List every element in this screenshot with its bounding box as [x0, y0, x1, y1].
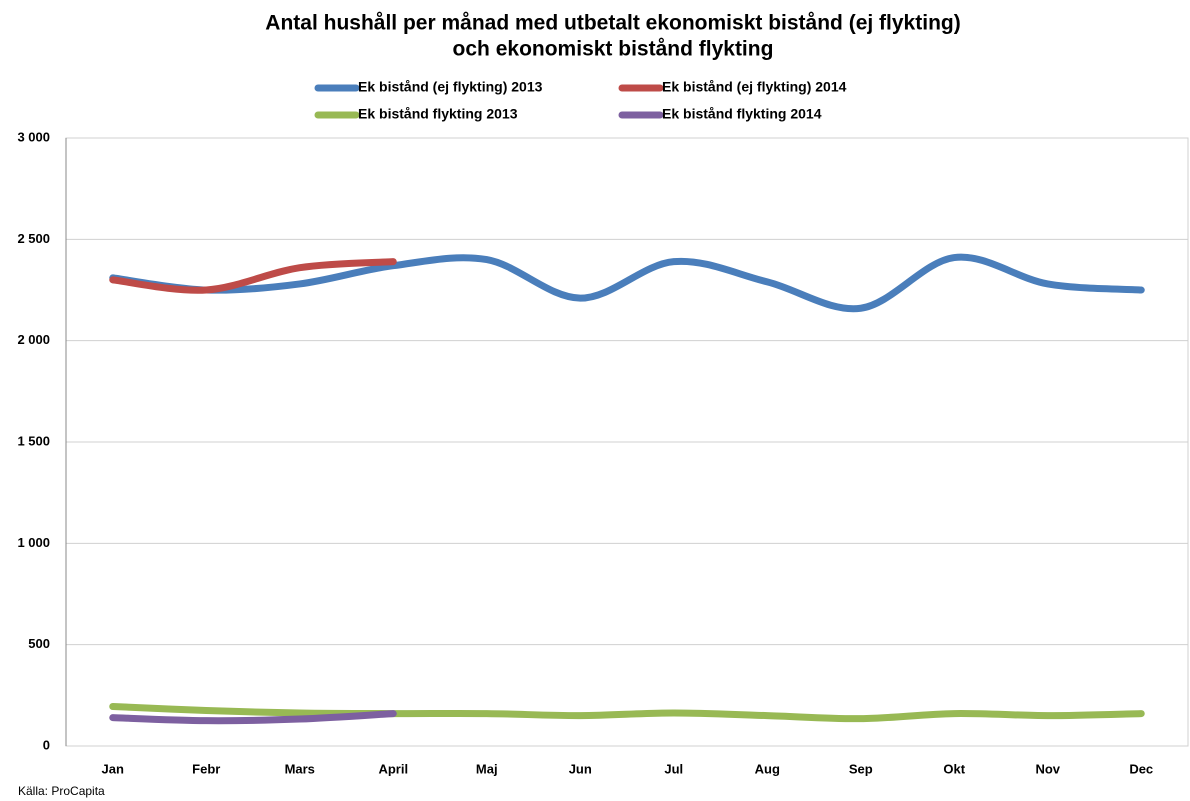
- chart-title: Antal hushåll per månad med utbetalt eko…: [265, 12, 960, 35]
- y-tick-label: 3 000: [17, 129, 50, 144]
- series-line: [109, 253, 1145, 313]
- y-tick-label: 1 500: [17, 433, 50, 448]
- y-tick-label: 2 000: [17, 332, 50, 347]
- series-line: [109, 258, 397, 294]
- legend-label: Ek bistånd flykting 2013: [358, 106, 518, 122]
- chart-subtitle: och ekonomiskt bistånd flykting: [453, 38, 774, 61]
- y-tick-label: 500: [28, 636, 50, 651]
- y-tick-label: 0: [43, 737, 50, 752]
- y-tick-label: 1 000: [17, 535, 50, 550]
- x-tick-label: Maj: [476, 761, 498, 776]
- source: Källa: ProCapita: [18, 784, 105, 798]
- x-tick-label: Sep: [849, 761, 873, 776]
- legend-label: Ek bistånd (ej flykting) 2013: [358, 79, 543, 95]
- x-tick-label: April: [378, 761, 408, 776]
- x-tick-label: Mars: [285, 761, 315, 776]
- x-tick-label: Jun: [569, 761, 592, 776]
- x-tick-label: Febr: [192, 761, 220, 776]
- x-tick-label: Aug: [755, 761, 780, 776]
- legend-label: Ek bistånd flykting 2014: [662, 106, 822, 122]
- x-tick-label: Jan: [102, 761, 124, 776]
- x-tick-label: Dec: [1129, 761, 1153, 776]
- x-tick-label: Nov: [1035, 761, 1060, 776]
- series-line: [109, 710, 397, 725]
- x-tick-label: Okt: [943, 761, 965, 776]
- legend-label: Ek bistånd (ej flykting) 2014: [662, 79, 847, 95]
- y-tick-label: 2 500: [17, 231, 50, 246]
- x-tick-label: Jul: [664, 761, 683, 776]
- series-line: [109, 702, 1145, 723]
